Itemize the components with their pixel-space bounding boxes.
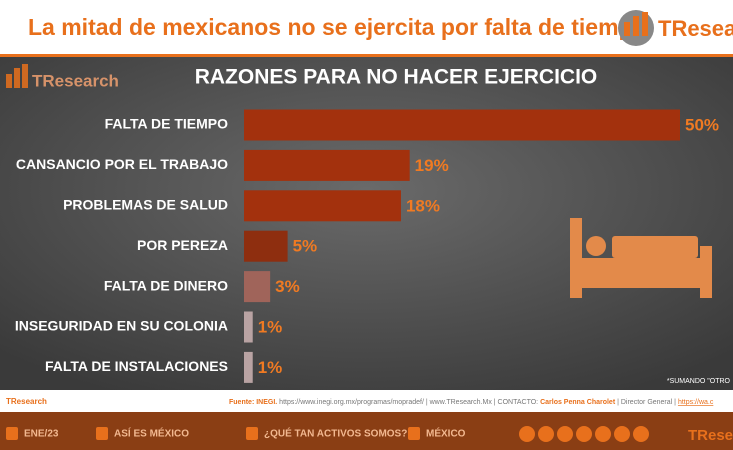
bar (244, 311, 253, 343)
bar (244, 190, 401, 222)
footer-item: ASÍ ES MÉXICO (114, 427, 189, 440)
footer-icon (96, 427, 108, 440)
source-link: https://wa.c (678, 399, 714, 406)
header-band (0, 0, 733, 57)
source-text: https://www.inegi.org.mx/programas/mopra… (277, 399, 540, 406)
footer-logo: TResearch (688, 427, 733, 444)
source-band (0, 390, 733, 412)
category-label: FALTA DE DINERO (104, 277, 228, 293)
footer-item: MÉXICO (426, 427, 466, 440)
bar (244, 109, 680, 141)
panel-logo: TResearch (6, 64, 119, 90)
value-label: 50% (685, 115, 719, 134)
value-label: 19% (415, 156, 449, 175)
footer-bar (0, 412, 733, 450)
social-icons (519, 426, 649, 442)
value-label: 1% (258, 317, 283, 336)
category-label: INSEGURIDAD EN SU COLONIA (15, 318, 228, 334)
bar (244, 271, 271, 303)
source-role: | Director General | (615, 399, 678, 406)
category-label: FALTA DE INSTALACIONES (45, 358, 228, 374)
category-label: CANSANCIO POR EL TRABAJO (16, 156, 228, 172)
category-label: FALTA DE TIEMPO (105, 116, 229, 132)
category-label: PROBLEMAS DE SALUD (63, 197, 228, 213)
category-label: POR PEREZA (137, 237, 228, 253)
header-logo: TResearch (618, 10, 733, 46)
note: *SUMANDO "OTRO (667, 378, 731, 385)
footer-logo: TResearch (6, 397, 47, 406)
headline: La mitad de mexicanos no se ejercita por… (28, 14, 653, 40)
footer-item: ENE/23 (24, 429, 59, 440)
chart-title: RAZONES PARA NO HACER EJERCICIO (195, 66, 598, 89)
value-label: 1% (258, 358, 283, 377)
header-rule (0, 54, 733, 57)
footer-icon (408, 427, 420, 440)
bar (244, 230, 288, 262)
bar (244, 149, 410, 181)
bed-icon (570, 218, 712, 298)
source-line: Fuente: INEGI. https://www.inegi.org.mx/… (229, 399, 714, 406)
source-lead: Fuente: INEGI. (229, 399, 277, 406)
source-name: Carlos Penna Charolet (540, 399, 616, 406)
footer-icon (6, 427, 18, 440)
logo-text: TResearch (32, 71, 119, 90)
chart-panel (0, 57, 733, 390)
value-label: 3% (275, 277, 300, 296)
footer-item: ¿QUÉ TAN ACTIVOS SOMOS? (264, 427, 407, 440)
value-label: 5% (293, 237, 318, 256)
bar (244, 351, 253, 383)
value-label: 18% (406, 196, 440, 215)
footer-icon (246, 427, 258, 440)
logo-text: TResearch (658, 16, 733, 41)
